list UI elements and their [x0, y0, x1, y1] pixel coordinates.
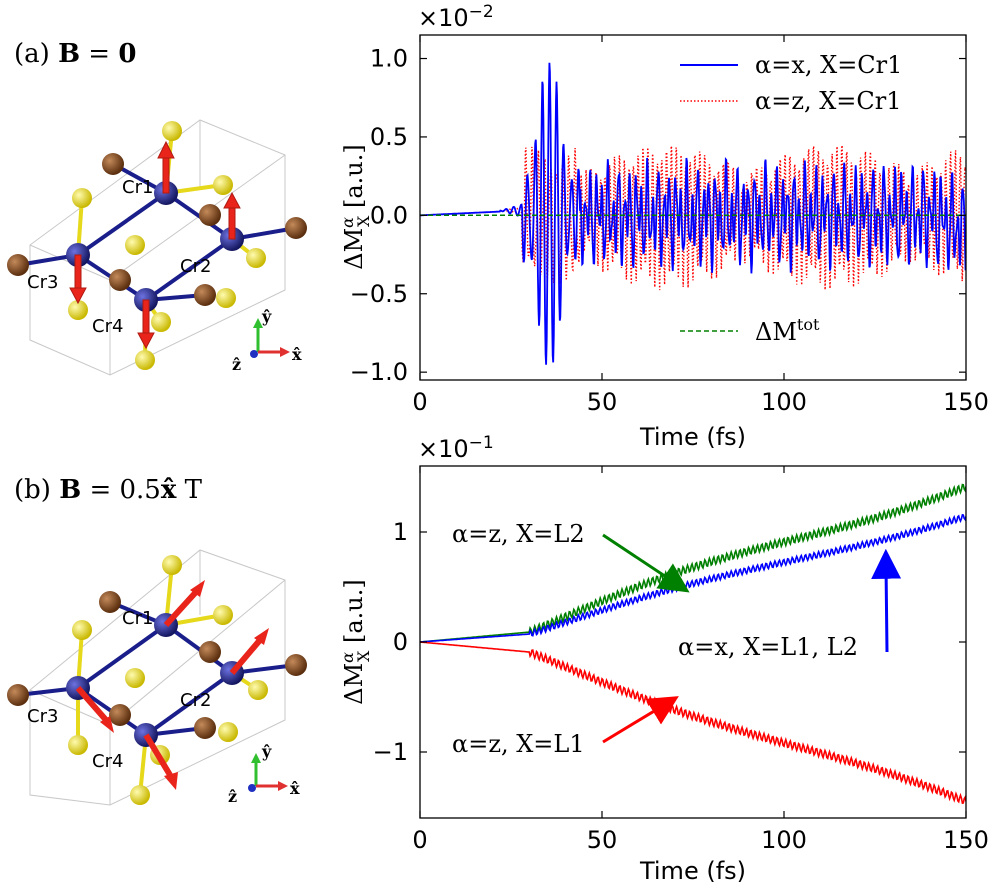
unit-cell-box-b [29, 549, 286, 806]
chart-a-ytick-label: 0.5 [370, 123, 408, 151]
chart-b: 0 50 100 150 −1 0 1 ×10−1 Time (fs) ΔMαX [a.u… [338, 433, 989, 885]
chart-a-legend: α=x, X=Cr1 α=z, X=Cr1 ΔMtot [680, 51, 902, 346]
chart-a-scale-label: ×10−2 [418, 2, 494, 32]
atom-label-cr4: Cr4 [92, 316, 123, 337]
chart-a-series-blue-line [420, 62, 966, 365]
atoms-a [7, 121, 307, 370]
chart-b-yaxis: −1 0 1 [373, 518, 966, 766]
moment-arrows-b [75, 589, 263, 777]
axis-triad-b: ŷ ẑ x̂ [228, 742, 300, 806]
axis-x-glyph-b: x̂ [290, 779, 300, 798]
chart-b-series-red-line [420, 641, 966, 805]
annotation-blue-label: α=x, X=L1, L2 [678, 633, 858, 661]
moment-arrowheads-b [100, 580, 269, 790]
chart-b-xtick-label: 150 [943, 826, 989, 854]
legend-label-blue: α=x, X=Cr1 [755, 51, 902, 79]
chart-b-annotations: α=z, X=L2 α=x, X=L1, L2 α=z, X=L1 [452, 520, 902, 758]
atom-label-cr3: Cr3 [27, 272, 58, 293]
bonds-a [17, 162, 297, 302]
chart-a-plot-area [420, 62, 966, 365]
atom-label-cr2-b: Cr2 [180, 690, 211, 711]
atom-label-cr1: Cr1 [122, 177, 153, 198]
chart-b-series-blue-line [420, 513, 966, 643]
chart-b-xtick-label: 100 [761, 826, 807, 854]
annotation-green-arrow [602, 533, 690, 593]
annotation-blue-arrow [871, 548, 902, 653]
chart-b-plot-area [420, 483, 966, 805]
chart-b-scale-label: ×10−1 [418, 433, 494, 463]
crystal-structure-b: Cr1 Cr2 Cr3 Cr4 ŷ ẑ x̂ [7, 549, 307, 806]
axis-z-glyph-a: ẑ [232, 355, 241, 374]
chart-b-ytick-label: 0 [393, 628, 408, 656]
axis-triad-a: ŷ ẑ x̂ [232, 307, 302, 374]
chart-a-xtick-label: 50 [587, 388, 618, 416]
crystal-structure-a: Cr1 Cr2 Cr3 Cr4 ŷ ẑ x̂ [7, 119, 307, 376]
chart-b-series-green-line [420, 483, 966, 643]
chart-a-ytick-label: −0.5 [350, 280, 408, 308]
chart-a-ytick-label: −1.0 [350, 358, 408, 386]
axis-z-glyph-b: ẑ [228, 787, 237, 806]
atom-label-cr1-b: Cr1 [122, 608, 153, 629]
panel-a-label: (a) B = 0 [14, 39, 136, 69]
chart-b-xlabel: Time (fs) [639, 857, 746, 885]
chart-a-xtick-label: 150 [943, 388, 989, 416]
chart-a: 0 50 100 150 −1.0 −0.5 0.0 0.5 1.0 ×10−2 Time (… [338, 2, 989, 451]
chart-b-ylabel: ΔMαX [a.u.] [338, 579, 373, 705]
atom-label-cr2: Cr2 [180, 256, 211, 277]
moment-arrows-a [69, 140, 241, 350]
axis-y-glyph-b: ŷ [261, 742, 272, 761]
annotation-red-arrow [602, 696, 679, 744]
chart-a-xtick-label: 100 [761, 388, 807, 416]
axis-y-glyph-a: ŷ [261, 307, 272, 326]
annotation-green-label: α=z, X=L2 [452, 520, 585, 548]
annotation-red-label: α=z, X=L1 [452, 730, 585, 758]
chart-a-frame [419, 34, 967, 381]
chart-a-ytick-label: 1.0 [370, 45, 408, 73]
chart-a-xaxis: 0 50 100 150 [412, 35, 989, 416]
axis-x-glyph-a: x̂ [292, 345, 302, 364]
chart-b-ytick-label: 1 [393, 518, 408, 546]
chart-b-xtick-label: 50 [587, 826, 618, 854]
chart-a-ylabel: ΔMαX [a.u.] [338, 144, 373, 270]
panel-b-label: (b) B = 0.5x̂ T [14, 475, 203, 505]
legend-label-red: α=z, X=Cr1 [755, 87, 902, 115]
chart-b-xaxis: 0 50 100 150 [412, 466, 989, 854]
chart-a-yaxis: −1.0 −0.5 0.0 0.5 1.0 [350, 45, 966, 386]
legend-label-green: ΔMtot [755, 315, 820, 346]
chart-a-ytick-label: 0.0 [370, 201, 408, 229]
chart-b-xtick-label: 0 [412, 826, 427, 854]
atoms-b [7, 555, 307, 805]
chart-a-xtick-label: 0 [412, 388, 427, 416]
chart-a-xlabel: Time (fs) [639, 423, 746, 451]
atom-label-cr4-b: Cr4 [92, 751, 123, 772]
chart-b-ytick-label: −1 [373, 738, 408, 766]
atom-label-cr3-b: Cr3 [27, 706, 58, 727]
